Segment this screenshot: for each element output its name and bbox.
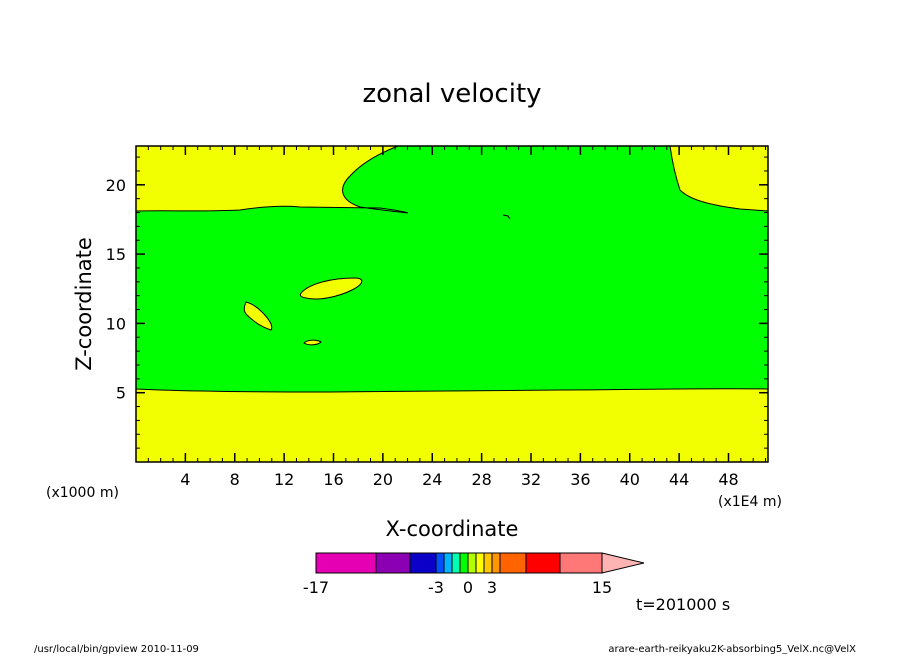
y-scale-note: (x1000 m) (46, 485, 119, 501)
x-tick-label: 4 (180, 470, 190, 489)
x-tick-label: 44 (669, 470, 689, 489)
y-tick-label: 5 (116, 384, 126, 403)
colorbar (315, 552, 645, 574)
contour-island (299, 277, 363, 300)
x-tick-label: 40 (620, 470, 640, 489)
colorbar-segment (525, 552, 561, 574)
x-axis-ticks: 4 8 12 16 20 24 28 32 36 40 44 48 (180, 146, 739, 489)
x-tick-label: 8 (230, 470, 240, 489)
colorbar-segment (315, 552, 377, 574)
colorbar-tick-label: 0 (463, 578, 473, 597)
x-tick-label: 36 (570, 470, 590, 489)
colorbar-tick-label: -17 (303, 578, 329, 597)
contour-island (303, 339, 322, 346)
contour-island (243, 301, 273, 331)
colorbar-segment (499, 552, 527, 574)
x-axis-label: X-coordinate (386, 517, 519, 541)
contour-island (502, 214, 511, 220)
plot-frame (135, 145, 769, 463)
colorbar-segment (375, 552, 411, 574)
colorbar-tick-label: 15 (592, 578, 612, 597)
colorbar-segment (559, 552, 603, 574)
x-scale-note: (x1E4 m) (718, 494, 782, 510)
colorbar-segment (435, 552, 445, 574)
colorbar-arrow (601, 552, 645, 574)
footer-left: /usr/local/bin/gpview 2010-11-09 (34, 644, 199, 654)
y-axis-label: Z-coordinate (72, 237, 96, 371)
colorbar-labels: -17 -3 0 3 15 (303, 578, 612, 597)
colorbar-segment (491, 552, 501, 574)
footer-right: arare-earth-reikyaku2K-absorbing5_VelX.n… (608, 644, 856, 654)
x-tick-label: 16 (323, 470, 343, 489)
x-tick-label: 32 (521, 470, 541, 489)
x-tick-label: 48 (718, 470, 738, 489)
x-tick-label: 28 (471, 470, 491, 489)
colorbar-segment (467, 552, 477, 574)
green-band-region (135, 145, 769, 393)
x-tick-label: 24 (422, 470, 442, 489)
y-tick-label: 15 (106, 245, 126, 264)
y-tick-label: 20 (106, 176, 126, 195)
y-axis-ticks: 5 10 15 20 (106, 176, 768, 403)
y-tick-label: 10 (106, 314, 126, 333)
colorbar-segment (451, 552, 461, 574)
x-tick-label: 20 (373, 470, 393, 489)
chart-title: zonal velocity (362, 79, 541, 109)
colorbar-segment (459, 552, 469, 574)
x-tick-label: 12 (274, 470, 294, 489)
colorbar-tick-label: 3 (487, 578, 497, 597)
colorbar-segment (409, 552, 437, 574)
colorbar-segment (443, 552, 453, 574)
colorbar-tick-label: -3 (428, 578, 444, 597)
colorbar-segment (475, 552, 485, 574)
colorbar-segment (483, 552, 493, 574)
time-label: t=201000 s (636, 595, 730, 614)
